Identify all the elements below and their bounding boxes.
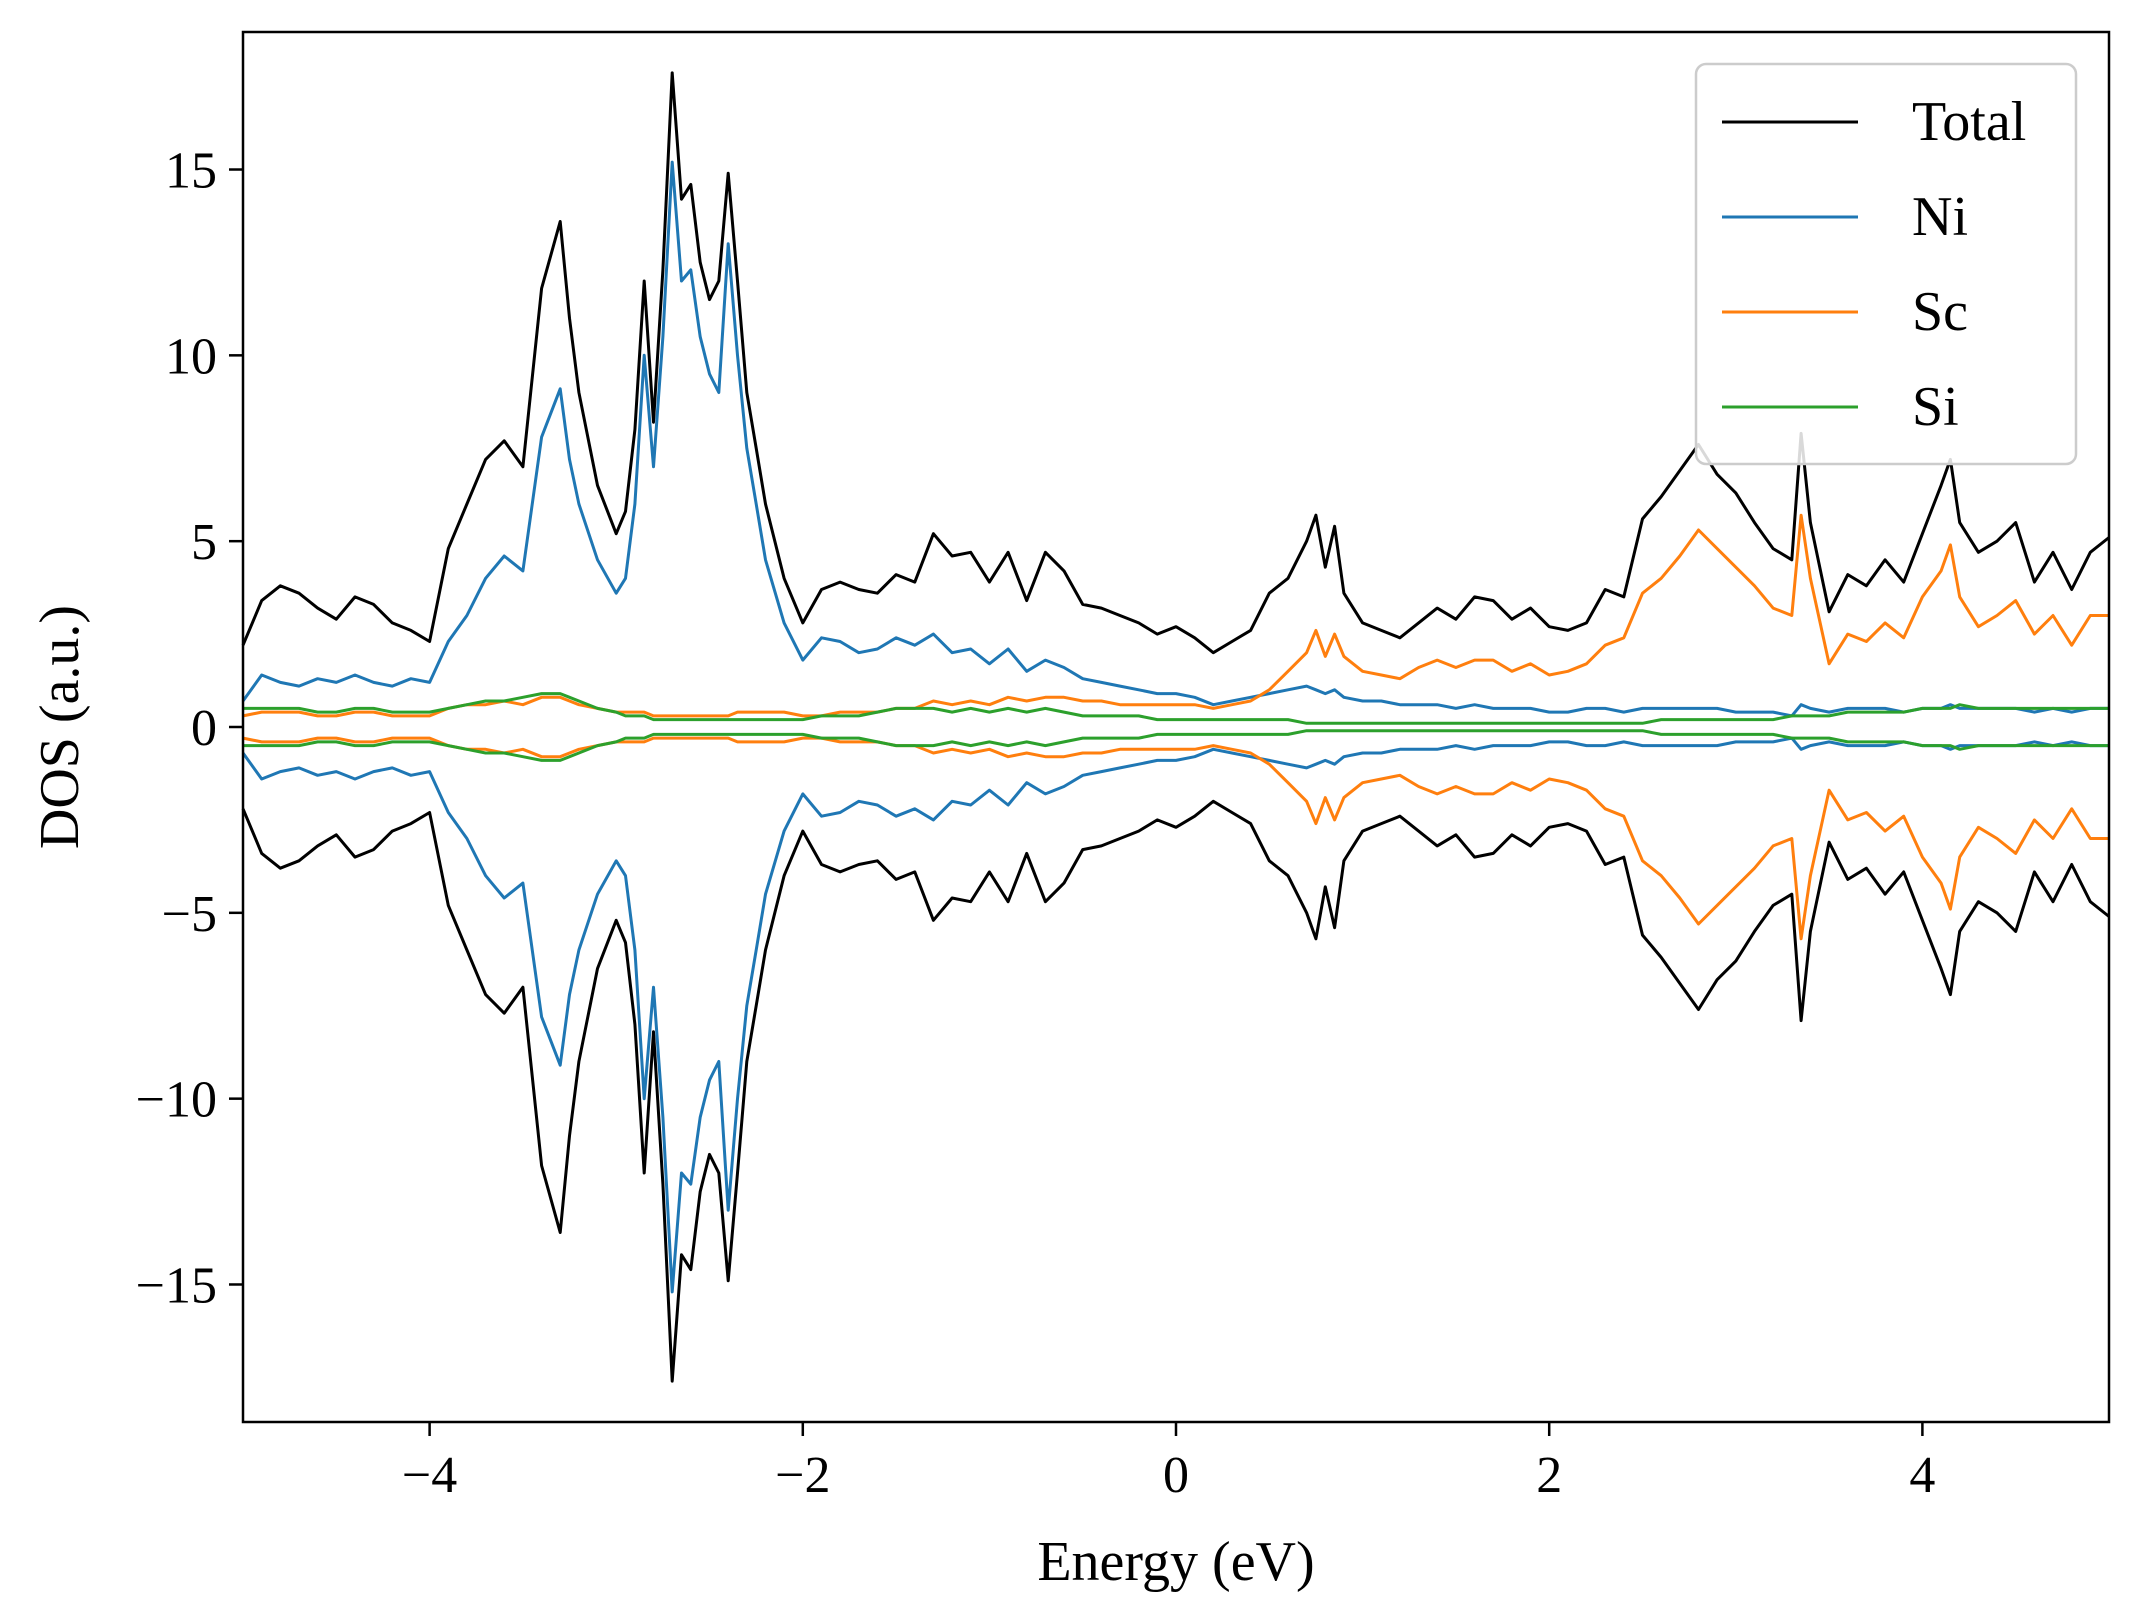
si-spin-down-line — [243, 729, 2109, 762]
y-axis-label: DOS (a.u.) — [29, 605, 91, 849]
ni-spin-up-line — [241, 160, 2109, 718]
legend-label-ni: Ni — [1912, 186, 1968, 248]
x-tick-label: 2 — [1536, 1447, 1562, 1504]
legend-label-total: Total — [1912, 91, 2026, 153]
y-tick-label: 10 — [165, 328, 217, 385]
si-spin-up-line — [243, 692, 2109, 725]
total-spin-up-line — [241, 71, 2110, 655]
x-tick-label: −4 — [402, 1447, 457, 1504]
legend-label-sc: Sc — [1912, 281, 1968, 343]
x-tick-label: −2 — [775, 1447, 830, 1504]
x-tick-label: 0 — [1163, 1447, 1189, 1504]
y-tick-label: 5 — [191, 514, 217, 571]
sc-spin-down-line — [242, 736, 2109, 941]
series-layer — [241, 71, 2110, 1383]
y-tick-label: −10 — [136, 1072, 217, 1129]
y-tick-label: 15 — [165, 143, 217, 200]
y-tick-label: 0 — [191, 700, 217, 757]
total-spin-down-line — [241, 799, 2110, 1383]
ni-spin-down-line — [241, 736, 2109, 1294]
legend: Total Ni Sc Si — [1694, 62, 2078, 466]
legend-box — [1694, 62, 2078, 466]
x-axis-label: Energy (eV) — [1037, 1531, 1314, 1593]
ticks-layer: −4 −2 0 2 4 −15 −10 −5 0 5 10 15 — [136, 143, 1936, 1504]
y-tick-label: −5 — [162, 886, 217, 943]
legend-label-si: Si — [1912, 376, 1959, 438]
sc-spin-up-line — [242, 513, 2109, 718]
x-tick-label: 4 — [1909, 1447, 1935, 1504]
y-tick-label: −15 — [136, 1257, 217, 1314]
